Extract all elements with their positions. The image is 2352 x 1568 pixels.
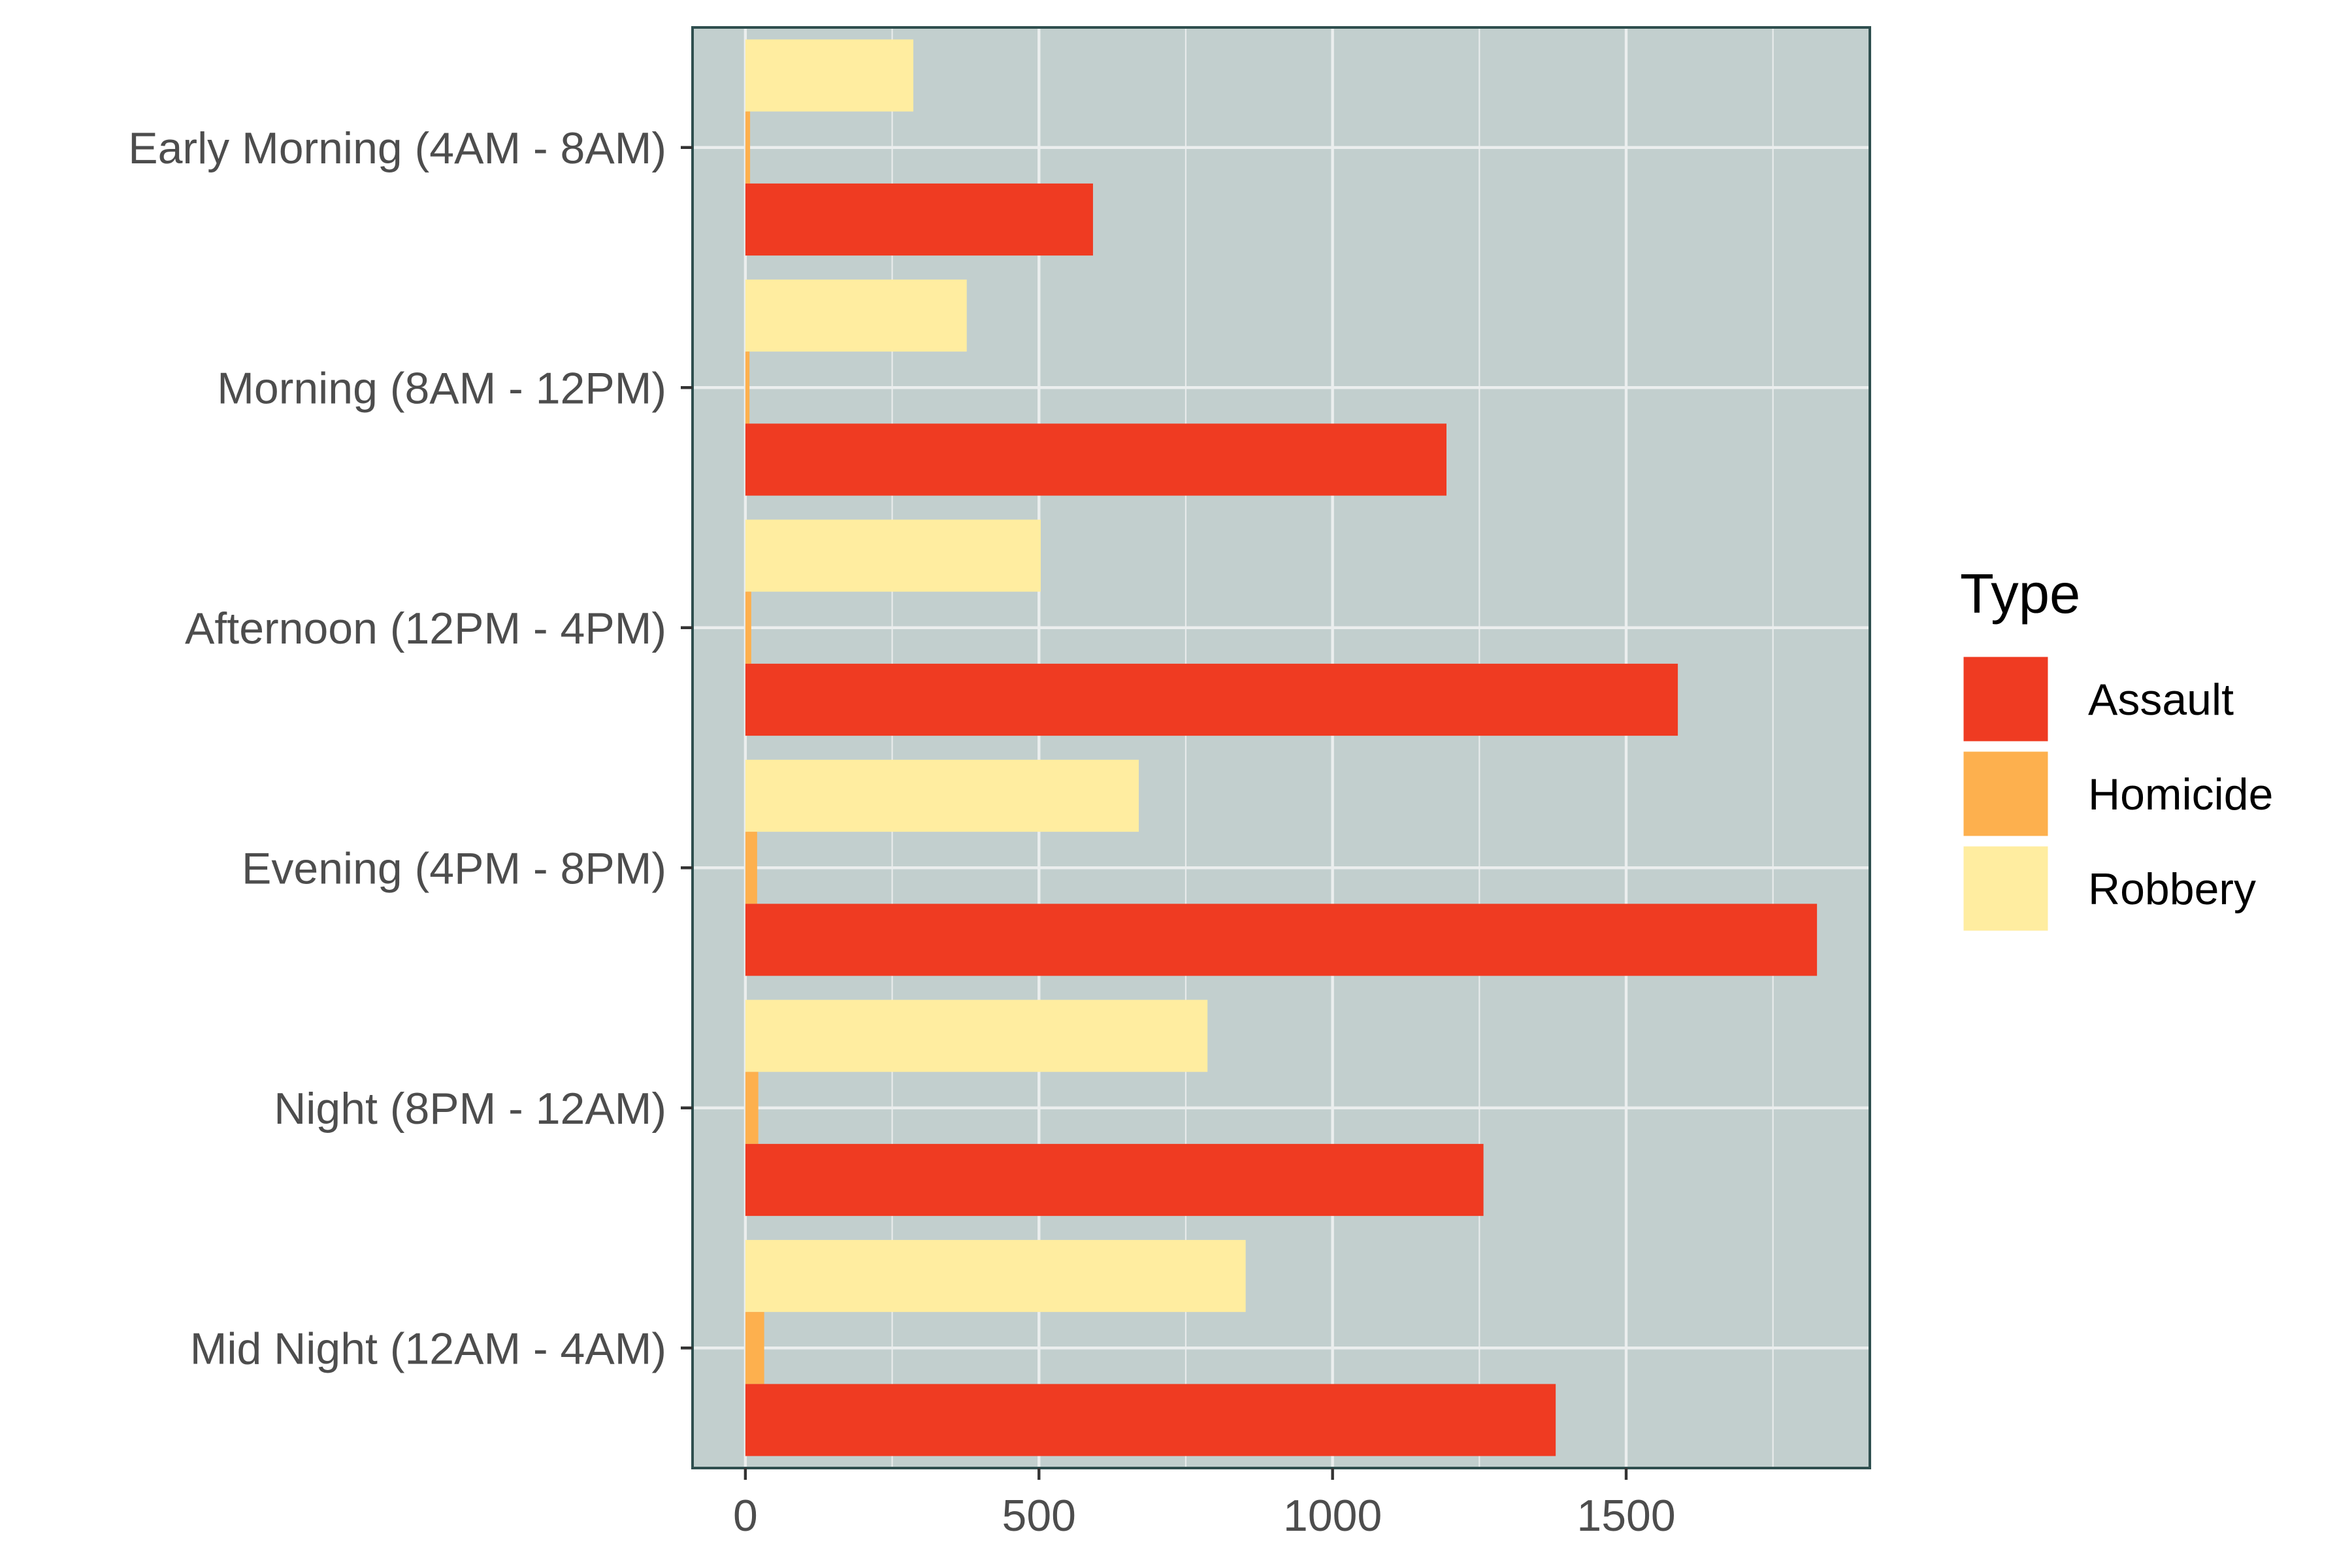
legend-key-robbery xyxy=(1960,843,2051,934)
legend-key-homicide xyxy=(1960,748,2051,840)
y-axis: Early Morning (4AM - 8AM) Morning (8AM - … xyxy=(128,123,693,1373)
bar-assault-4 xyxy=(745,1143,1484,1217)
legend-label-homicide: Homicide xyxy=(2088,770,2273,819)
y-tick-label: Evening (4PM - 8PM) xyxy=(242,843,666,893)
y-tick-label: Afternoon (12PM - 4PM) xyxy=(185,604,666,653)
minor-gridlines xyxy=(891,27,1774,1468)
bar-homicide-3 xyxy=(745,832,757,904)
bar-robbery-0 xyxy=(745,39,913,112)
legend-title: Type xyxy=(1960,563,2080,625)
legend-label-robbery: Robbery xyxy=(2088,864,2256,914)
bar-assault-1 xyxy=(745,423,1446,496)
plot-panel-border xyxy=(691,26,1871,1469)
bar-homicide-1 xyxy=(745,351,750,424)
bar-homicide-2 xyxy=(745,591,751,664)
x-tick-label: 500 xyxy=(1002,1491,1076,1541)
x-tick-label: 1000 xyxy=(1283,1491,1382,1541)
legend-label-assault: Assault xyxy=(2088,675,2234,725)
legend-items: Assault Homicide Robbery xyxy=(1960,653,2273,934)
bar-robbery-5 xyxy=(745,1239,1246,1313)
legend-key-assault xyxy=(1960,653,2051,745)
x-tick-label: 1500 xyxy=(1576,1491,1675,1541)
bar-homicide-5 xyxy=(745,1312,764,1384)
bar-assault-5 xyxy=(745,1384,1556,1456)
bar-assault-0 xyxy=(745,183,1093,256)
bar-homicide-0 xyxy=(745,111,751,184)
bar-robbery-1 xyxy=(745,279,967,352)
bar-assault-2 xyxy=(745,663,1678,736)
y-tick-label: Early Morning (4AM - 8AM) xyxy=(128,123,666,173)
legend: Type Assault Homicide Robbery xyxy=(1960,563,2273,934)
bar-robbery-4 xyxy=(745,1000,1208,1072)
x-tick-label: 0 xyxy=(733,1491,758,1541)
plot-panel xyxy=(693,27,1870,1468)
x-axis: 0 500 1000 1500 xyxy=(733,1468,1676,1541)
y-tick-label: Night (8PM - 12AM) xyxy=(274,1084,666,1134)
bar-robbery-3 xyxy=(745,759,1139,832)
bar-assault-3 xyxy=(745,904,1818,976)
y-tick-label: Mid Night (12AM - 4AM) xyxy=(190,1324,666,1373)
bar-homicide-4 xyxy=(745,1071,759,1144)
y-tick-label: Morning (8AM - 12PM) xyxy=(217,363,666,413)
major-gridlines xyxy=(693,27,1870,1468)
bar-robbery-2 xyxy=(745,519,1041,592)
bars xyxy=(745,39,1818,1456)
